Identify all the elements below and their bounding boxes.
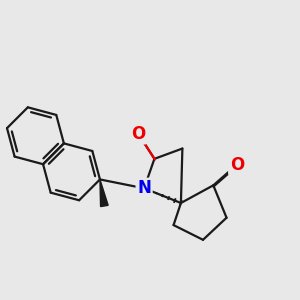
Text: O: O: [230, 156, 244, 174]
Polygon shape: [100, 179, 108, 207]
Text: O: O: [131, 125, 145, 143]
Text: N: N: [137, 179, 151, 197]
